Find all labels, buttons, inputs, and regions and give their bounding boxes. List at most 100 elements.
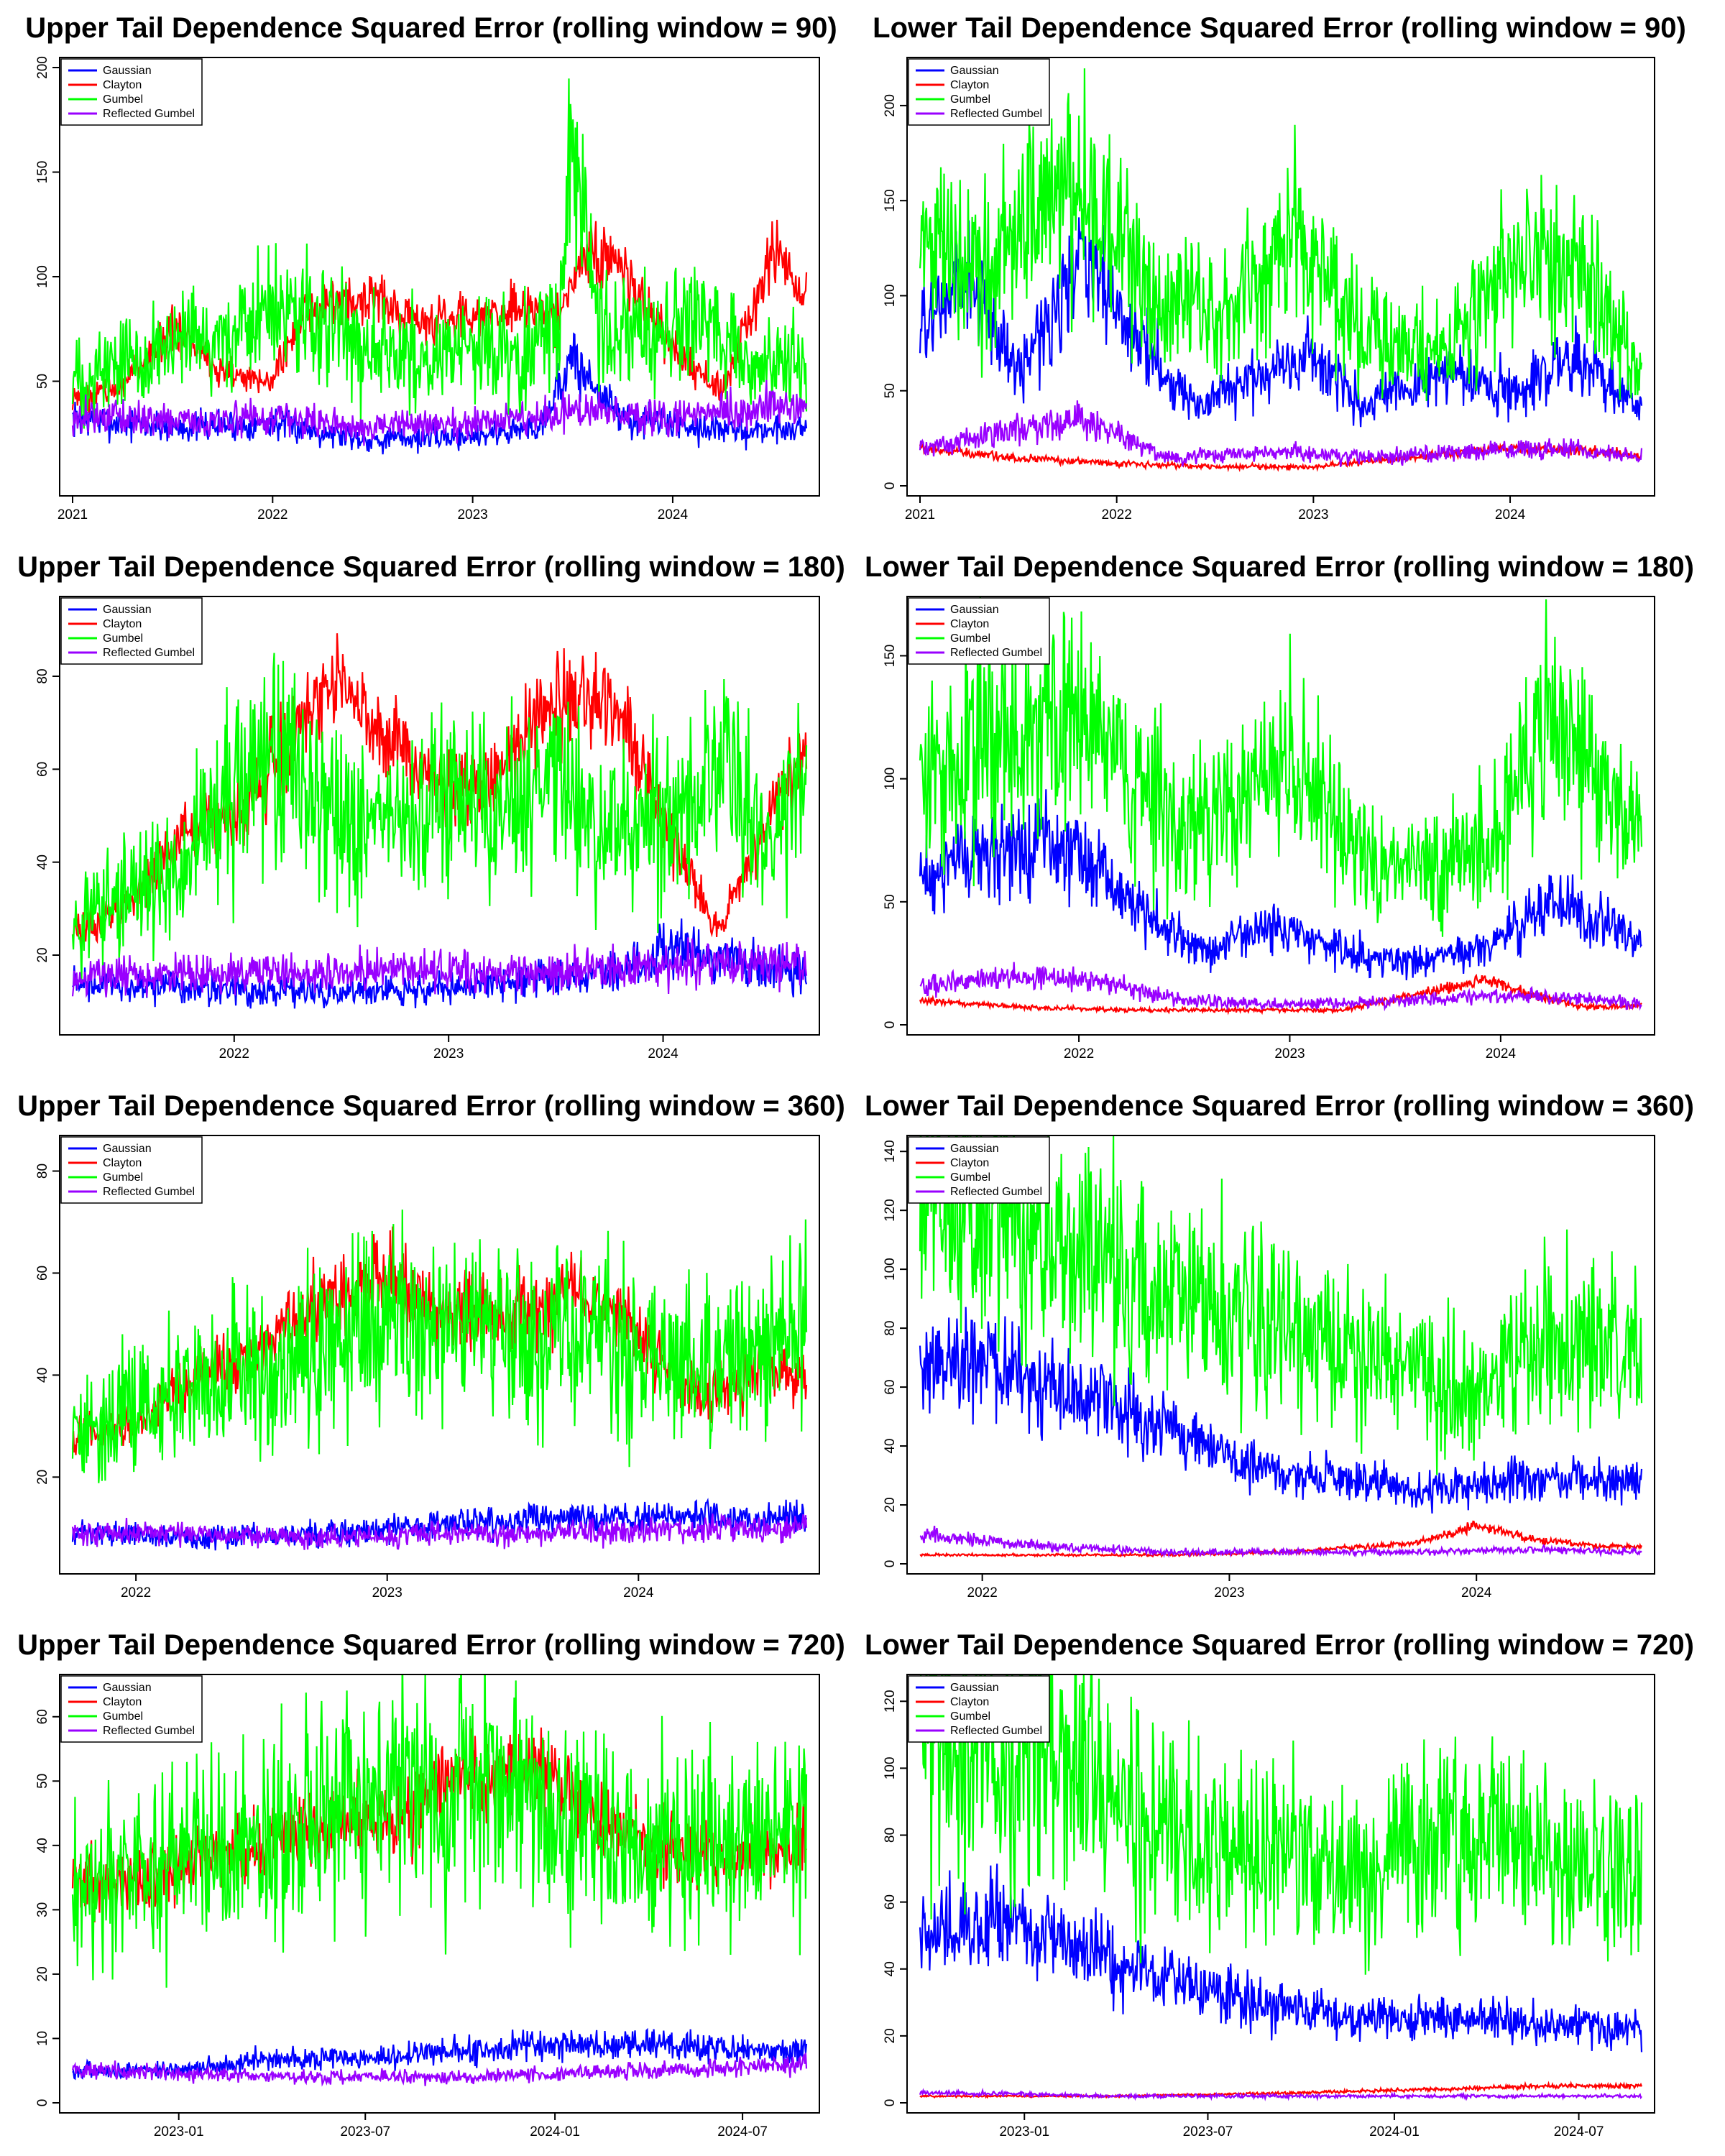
x-tick-label: 2024 [1486,1046,1517,1061]
legend: Gaussian Clayton Gumbel Reflected Gumbel [908,1675,1050,1743]
legend-entry: Gumbel [950,93,990,106]
legend-entry: Gumbel [103,1710,143,1723]
x-tick-label: 2023 [1298,507,1328,522]
chart-title: Lower Tail Dependence Squared Error (rol… [865,1629,1694,1661]
series-line-gaussian [919,1307,1643,1514]
x-tick-label: 2023 [1274,1046,1305,1061]
y-tick-label: 30 [35,1902,50,1917]
series-line-clayton [71,219,808,413]
legend: Gaussian Clayton Gumbel Reflected Gumbel [908,597,1050,665]
legend-entry: Gaussian [950,1682,999,1694]
y-tick-label: 100 [883,1757,898,1780]
legend-entry: Reflected Gumbel [103,1186,195,1198]
legend: Gaussian Clayton Gumbel Reflected Gumbel [60,58,203,126]
legend-entry: Clayton [950,79,989,91]
x-tick-label: 2023 [1214,1585,1244,1600]
y-tick-label: 20 [35,1470,50,1485]
y-tick-label: 40 [35,854,50,870]
series-line-clayton [919,441,1642,473]
y-tick-label: 200 [883,94,898,117]
series-line-gumbel [919,597,1643,937]
y-tick-label: 0 [35,2099,50,2107]
chart-panel-6: Lower Tail Dependence Squared Error (rol… [865,1090,1694,1600]
y-tick-label: 50 [883,383,898,398]
x-tick-label: 2024 [648,1046,678,1061]
legend-entry: Clayton [950,618,989,630]
x-tick-label: 2024 [623,1585,654,1600]
chart-title: Upper Tail Dependence Squared Error (rol… [17,551,845,583]
y-tick-label: 40 [883,1961,898,1976]
y-tick-label: 100 [883,768,898,791]
legend-entry: Gaussian [103,1143,152,1155]
x-tick-label: 2024 [658,507,689,522]
series-line-gaussian [72,2027,808,2081]
y-tick-label: 20 [883,1497,898,1512]
x-tick-label: 2023 [372,1585,402,1600]
y-tick-label: 120 [883,1199,898,1222]
y-tick-label: 150 [883,645,898,668]
x-tick-label: 2024 [1495,507,1526,522]
legend-entry: Gumbel [103,93,143,106]
plot-frame [906,1135,1655,1575]
series-line-reflected-gumbel [71,379,808,446]
legend-entry: Clayton [103,79,142,91]
x-tick-label: 2021 [905,507,935,522]
chart-panel-1: Upper Tail Dependence Squared Error (rol… [25,12,837,522]
series-line-reflected-gumbel [919,962,1642,1012]
chart-title: Upper Tail Dependence Squared Error (rol… [17,1090,845,1122]
chart-title: Upper Tail Dependence Squared Error (rol… [17,1629,845,1661]
y-tick-label: 60 [883,1894,898,1909]
y-tick-label: 0 [883,1560,898,1568]
legend-entry: Clayton [950,1157,989,1169]
plot-frame [906,596,1655,1036]
y-tick-label: 20 [883,2028,898,2043]
series-line-reflected-gumbel [71,1513,808,1550]
series-line-gumbel [919,1136,1643,1475]
legend: Gaussian Clayton Gumbel Reflected Gumbel [908,58,1050,126]
legend-entry: Gumbel [950,1710,990,1723]
chart-title: Lower Tail Dependence Squared Error (rol… [865,551,1694,583]
y-tick-label: 60 [35,1709,50,1724]
legend-entry: Gumbel [103,1171,143,1184]
legend: Gaussian Clayton Gumbel Reflected Gumbel [908,1136,1050,1204]
legend-entry: Gaussian [950,1143,999,1155]
series-line-gumbel [71,78,808,429]
legend: Gaussian Clayton Gumbel Reflected Gumbel [60,1136,203,1204]
series-line-reflected-gumbel [71,937,808,998]
plot-frame [59,1135,820,1575]
legend: Gaussian Clayton Gumbel Reflected Gumbel [60,597,203,665]
y-tick-label: 60 [35,1266,50,1281]
series-line-gumbel [71,1210,808,1483]
x-tick-label: 2023 [433,1046,464,1061]
x-tick-label: 2022 [967,1585,998,1600]
y-tick-label: 0 [883,1021,898,1029]
x-tick-label: 2024-07 [717,2124,768,2139]
legend: Gaussian Clayton Gumbel Reflected Gumbel [60,1675,203,1743]
y-tick-label: 100 [35,265,50,288]
y-tick-label: 50 [35,374,50,389]
x-tick-label: 2022 [121,1585,151,1600]
y-tick-label: 10 [35,2031,50,2046]
x-tick-label: 2024-07 [1554,2124,1604,2139]
x-tick-label: 2023 [457,507,487,522]
y-tick-label: 60 [35,762,50,777]
y-tick-label: 50 [35,1774,50,1789]
legend-entry: Gumbel [103,632,143,645]
legend-entry: Clayton [103,618,142,630]
x-tick-label: 2022 [1102,507,1132,522]
series-line-gumbel [71,1675,808,1988]
x-tick-label: 2021 [58,507,88,522]
x-tick-label: 2023-07 [340,2124,390,2139]
y-tick-label: 80 [35,1164,50,1179]
chart-title: Lower Tail Dependence Squared Error (rol… [865,1090,1694,1122]
x-tick-label: 2023-07 [1183,2124,1233,2139]
x-tick-label: 2022 [1064,1046,1094,1061]
y-tick-label: 100 [883,285,898,308]
y-tick-label: 0 [883,2099,898,2107]
y-tick-label: 40 [35,1368,50,1383]
series-line-gaussian [919,789,1642,981]
chart-panel-3: Upper Tail Dependence Squared Error (rol… [17,551,845,1061]
y-tick-label: 140 [883,1140,898,1163]
legend-entry: Clayton [103,1157,142,1169]
